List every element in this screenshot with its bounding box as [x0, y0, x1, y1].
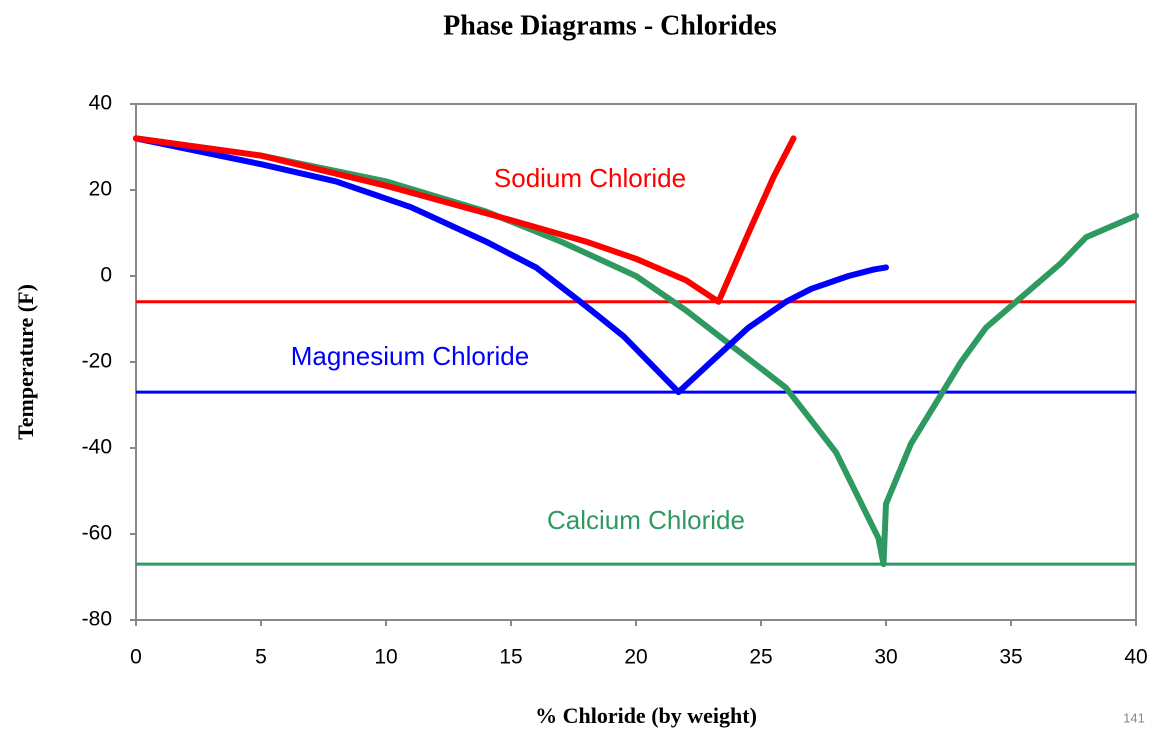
- x-tick-label: 30: [874, 646, 897, 669]
- series-label: Sodium Chloride: [494, 163, 686, 193]
- x-tick-label: 10: [374, 646, 397, 669]
- x-tick-label: 20: [624, 646, 647, 669]
- x-tick-label: 0: [130, 646, 142, 669]
- series-label: Calcium Chloride: [547, 505, 745, 535]
- y-tick-label: 20: [89, 178, 112, 201]
- y-tick-label: 0: [100, 264, 112, 287]
- x-tick-label: 35: [999, 646, 1022, 669]
- series-line: [133, 135, 797, 305]
- series-line: [133, 135, 889, 396]
- y-axis-label: Temperature (F): [13, 284, 38, 440]
- x-tick-label: 5: [255, 646, 267, 669]
- x-tick-label: 15: [499, 646, 522, 669]
- y-tick-label: -40: [82, 436, 112, 459]
- y-tick-label: -60: [82, 522, 112, 545]
- x-tick-label: 25: [749, 646, 772, 669]
- x-axis-label: % Chloride (by weight): [535, 703, 757, 728]
- x-tick-label: 40: [1124, 646, 1147, 669]
- chart-title: Phase Diagrams - Chlorides: [443, 10, 777, 41]
- series-label: Magnesium Chloride: [291, 341, 529, 371]
- y-tick-label: 40: [89, 92, 112, 115]
- y-tick-label: -20: [82, 350, 112, 373]
- page-number: 141: [1123, 710, 1145, 725]
- y-tick-label: -80: [82, 608, 112, 631]
